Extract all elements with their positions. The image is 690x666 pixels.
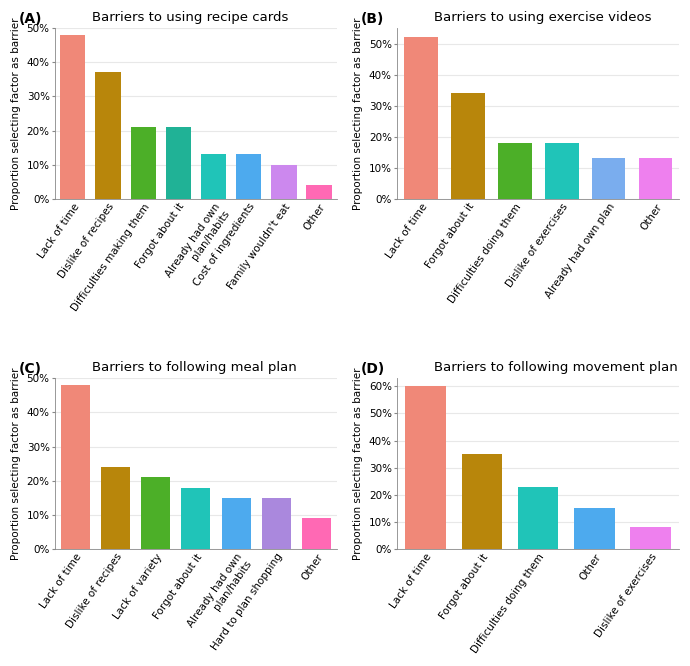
Y-axis label: Proportion selecting factor as barrier: Proportion selecting factor as barrier — [11, 17, 21, 210]
Bar — [130, 127, 156, 199]
Bar — [405, 386, 446, 549]
Bar — [181, 488, 210, 549]
Bar — [60, 35, 86, 199]
Text: Barriers to using exercise videos: Barriers to using exercise videos — [434, 11, 651, 24]
Bar — [518, 487, 558, 549]
Bar — [141, 478, 170, 549]
Bar — [221, 498, 250, 549]
Bar — [236, 155, 262, 199]
Bar — [631, 527, 671, 549]
Bar — [101, 467, 130, 549]
Y-axis label: Proportion selecting factor as barrier: Proportion selecting factor as barrier — [353, 17, 364, 210]
Text: Barriers to following meal plan: Barriers to following meal plan — [92, 361, 297, 374]
Bar — [306, 185, 332, 199]
Text: Barriers to using recipe cards: Barriers to using recipe cards — [92, 11, 288, 24]
Bar — [497, 143, 531, 199]
Bar — [61, 385, 90, 549]
Bar — [591, 159, 625, 199]
Text: (D): (D) — [361, 362, 385, 376]
Text: (C): (C) — [19, 362, 41, 376]
Bar — [201, 155, 226, 199]
Bar — [462, 454, 502, 549]
Y-axis label: Proportion selecting factor as barrier: Proportion selecting factor as barrier — [11, 368, 21, 560]
Text: Barriers to following movement plan: Barriers to following movement plan — [434, 361, 678, 374]
Bar — [166, 127, 191, 199]
Bar — [638, 159, 672, 199]
Bar — [271, 165, 297, 199]
Bar — [262, 498, 290, 549]
Bar — [451, 93, 484, 199]
Y-axis label: Proportion selecting factor as barrier: Proportion selecting factor as barrier — [353, 368, 364, 560]
Text: (B): (B) — [361, 13, 384, 27]
Bar — [574, 508, 615, 549]
Bar — [404, 37, 437, 199]
Bar — [302, 518, 331, 549]
Bar — [544, 143, 578, 199]
Bar — [95, 73, 121, 199]
Text: (A): (A) — [19, 13, 42, 27]
